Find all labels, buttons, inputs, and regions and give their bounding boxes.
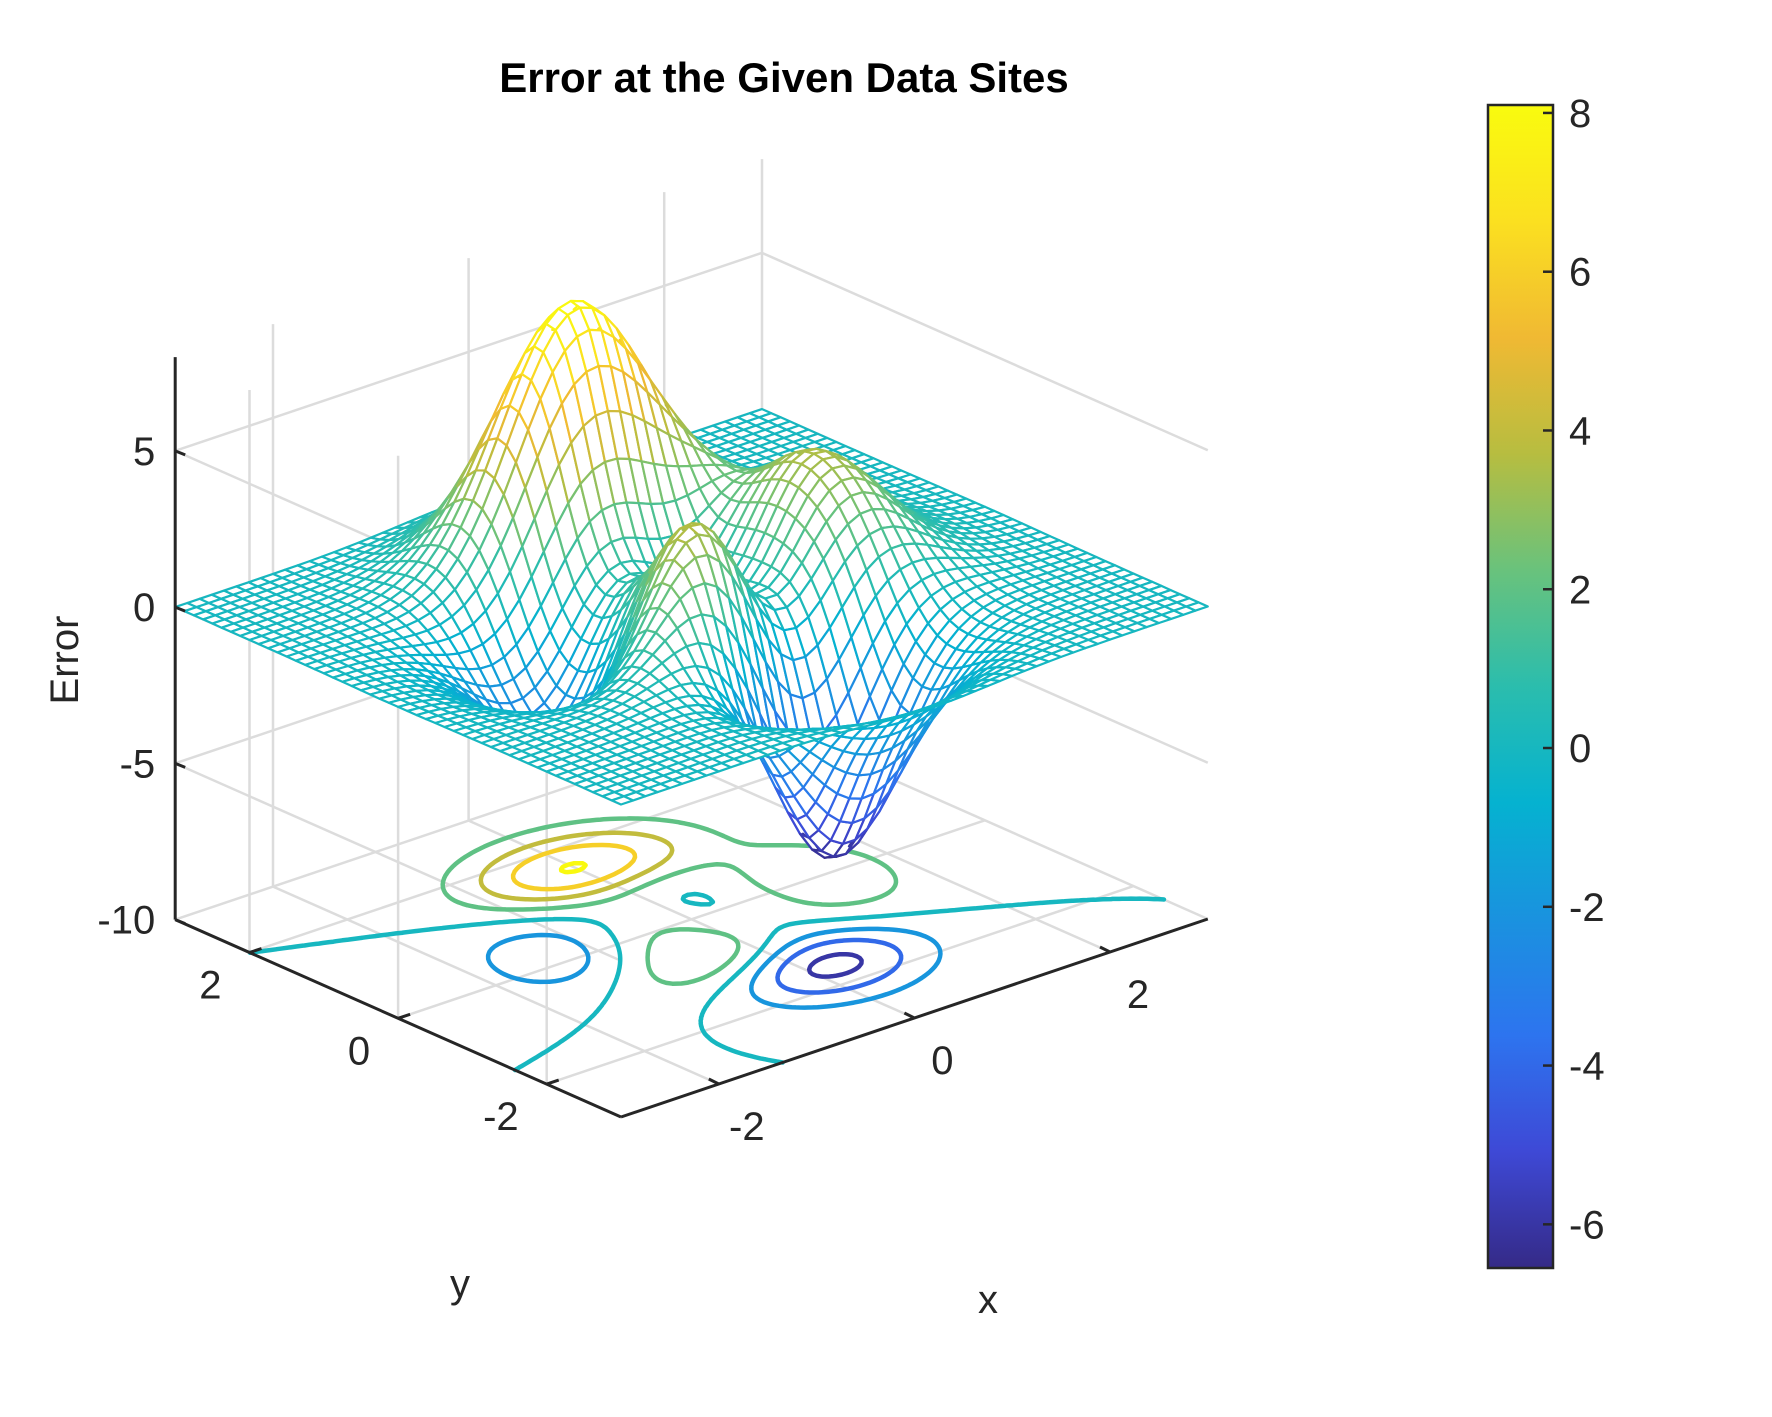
contour-line: [558, 860, 588, 875]
colorbar-tick-label: -6: [1569, 1203, 1605, 1247]
contour-plot: [247, 816, 1167, 1073]
colorbar-tick-label: -2: [1569, 886, 1605, 930]
chart-title: Error at the Given Data Sites: [499, 54, 1069, 101]
axis-labels: -10 -5 0 5 -2 0 2 -2 0 2 x y Error: [43, 430, 1149, 1322]
z-tick-label: -10: [97, 899, 155, 943]
z-tick: [174, 761, 186, 769]
colorbar: -6 -4 -2 0 2 4 6 8: [1486, 92, 1605, 1270]
colorbar-tick-label: 6: [1569, 251, 1591, 295]
y-tick: [249, 947, 262, 954]
grid-line: [174, 762, 622, 962]
x-tick-label: 2: [1127, 973, 1149, 1017]
colorbar-tick-label: 4: [1569, 409, 1591, 453]
contour-line: [440, 816, 899, 987]
x-tick: [1099, 945, 1111, 954]
z-tick-label: 0: [133, 586, 155, 630]
z-tick: [174, 605, 186, 613]
colorbar-gradient: [1486, 103, 1555, 1270]
colorbar-tick-label: 0: [1569, 727, 1591, 771]
z-axis-title: Error: [43, 616, 87, 705]
x-tick-label: 0: [931, 1039, 953, 1083]
z-tick-label: 5: [133, 430, 155, 474]
contour-line: [775, 937, 904, 995]
y-tick-label: 2: [199, 964, 221, 1008]
grid-line: [174, 251, 763, 453]
y-tick-label: -2: [483, 1095, 519, 1139]
y-tick: [546, 1078, 560, 1086]
colorbar-tick-label: 8: [1569, 92, 1591, 136]
z-tick: [174, 449, 186, 457]
contour-line: [510, 842, 638, 892]
x-tick: [903, 1011, 916, 1020]
x-axis-title: x: [978, 1278, 998, 1322]
axes: [173, 357, 1209, 1119]
x-tick: [708, 1077, 720, 1086]
contour-line: [485, 926, 943, 1010]
colorbar-tick-label: 2: [1569, 568, 1591, 612]
grid-line: [546, 884, 1134, 1086]
surface-mesh: [174, 299, 1209, 859]
colorbar-tick-label: -4: [1569, 1045, 1605, 1089]
z-tick: [174, 918, 186, 925]
contour-line: [806, 951, 864, 979]
contour-line: [247, 891, 1167, 1073]
grid-line: [761, 251, 1209, 452]
mesh-cell: [1185, 601, 1209, 612]
grid-line: [397, 819, 986, 1020]
y-tick-label: 0: [348, 1029, 370, 1073]
contour-line: [478, 830, 675, 902]
x-tick-label: -2: [729, 1105, 765, 1149]
y-axis-title: y: [450, 1262, 470, 1306]
z-tick-label: -5: [120, 742, 156, 786]
y-tick: [397, 1012, 411, 1020]
